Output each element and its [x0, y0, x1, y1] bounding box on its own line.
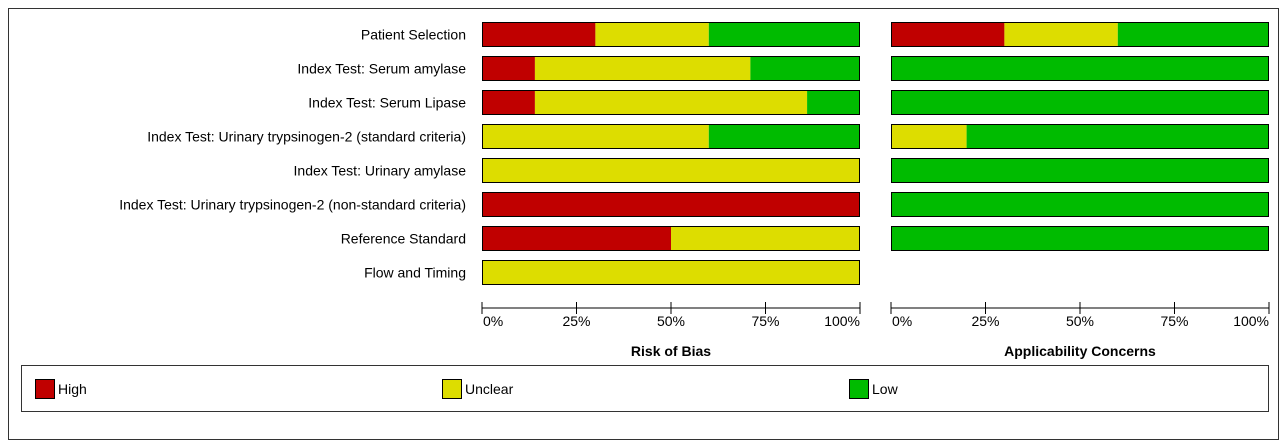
tick-label-risk-of-bias-2: 50% [657, 313, 685, 329]
bar-risk-of-bias-3-unclear [482, 124, 709, 149]
tick-label-applicability-concerns-4: 100% [1233, 313, 1269, 329]
bar-applicability-concerns-5-low [891, 192, 1269, 217]
bar-outline-risk-of-bias-3 [482, 124, 860, 149]
legend-swatch-high [35, 378, 55, 399]
bar-applicability-concerns-0-low [1117, 22, 1269, 47]
legend: High Unclear Low [21, 365, 1269, 412]
category-label-1: Index Test: Serum amylase [297, 61, 466, 77]
bar-risk-of-bias-7-unclear [482, 260, 860, 285]
legend-item-unclear: Unclear [442, 366, 513, 411]
bar-risk-of-bias-1-low [750, 56, 860, 81]
tick-label-risk-of-bias-0: 0% [483, 313, 503, 329]
bar-outline-risk-of-bias-1 [482, 56, 860, 81]
bar-outline-risk-of-bias-4 [482, 158, 860, 183]
bar-outline-risk-of-bias-7 [482, 260, 860, 285]
bar-outline-applicability-concerns-1 [891, 56, 1269, 81]
category-label-5: Index Test: Urinary trypsinogen-2 (non-s… [119, 197, 466, 213]
bar-outline-applicability-concerns-3 [891, 124, 1269, 149]
category-label-7: Flow and Timing [364, 265, 466, 281]
bar-applicability-concerns-1-low [891, 56, 1269, 81]
bar-risk-of-bias-2-high [482, 90, 535, 115]
tick-label-applicability-concerns-2: 50% [1066, 313, 1094, 329]
axis-title-applicability-concerns: Applicability Concerns [1004, 343, 1156, 359]
legend-label-high: High [58, 380, 87, 397]
category-label-6: Reference Standard [341, 231, 466, 247]
tick-label-applicability-concerns-3: 75% [1160, 313, 1188, 329]
bar-risk-of-bias-6-unclear [671, 226, 860, 251]
legend-item-low: Low [849, 366, 898, 411]
bar-applicability-concerns-3-unclear [891, 124, 967, 149]
axis-title-risk-of-bias: Risk of Bias [631, 343, 711, 359]
legend-swatch-unclear [442, 378, 462, 399]
legend-swatch-low [849, 378, 869, 399]
bar-applicability-concerns-2-low [891, 90, 1269, 115]
bar-risk-of-bias-6-high [482, 226, 671, 251]
category-label-2: Index Test: Serum Lipase [308, 95, 466, 111]
tick-label-applicability-concerns-0: 0% [892, 313, 912, 329]
bar-outline-applicability-concerns-4 [891, 158, 1269, 183]
bar-applicability-concerns-0-high [891, 22, 1005, 47]
legend-label-low: Low [872, 380, 898, 397]
bar-risk-of-bias-2-unclear [534, 90, 808, 115]
category-label-4: Index Test: Urinary amylase [294, 163, 467, 179]
tick-label-risk-of-bias-1: 25% [562, 313, 590, 329]
legend-label-unclear: Unclear [465, 380, 514, 397]
bar-outline-applicability-concerns-2 [891, 90, 1269, 115]
tick-label-risk-of-bias-3: 75% [751, 313, 779, 329]
bar-outline-risk-of-bias-5 [482, 192, 860, 217]
bar-risk-of-bias-0-unclear [595, 22, 709, 47]
bar-outline-risk-of-bias-0 [482, 22, 860, 47]
bar-risk-of-bias-5-high [482, 192, 860, 217]
bar-outline-risk-of-bias-2 [482, 90, 860, 115]
tick-label-risk-of-bias-4: 100% [824, 313, 860, 329]
bar-risk-of-bias-1-high [482, 56, 535, 81]
bar-outline-risk-of-bias-6 [482, 226, 860, 251]
bar-applicability-concerns-0-unclear [1004, 22, 1118, 47]
legend-item-high: High [35, 366, 87, 411]
tick-label-applicability-concerns-1: 25% [971, 313, 999, 329]
bar-outline-applicability-concerns-0 [891, 22, 1269, 47]
bar-risk-of-bias-4-unclear [482, 158, 860, 183]
category-label-0: Patient Selection [361, 27, 466, 43]
bar-applicability-concerns-4-low [891, 158, 1269, 183]
bar-risk-of-bias-3-low [708, 124, 860, 149]
bar-risk-of-bias-2-low [807, 90, 860, 115]
bar-outline-applicability-concerns-5 [891, 192, 1269, 217]
bar-risk-of-bias-1-unclear [534, 56, 751, 81]
bar-applicability-concerns-3-low [966, 124, 1269, 149]
bar-applicability-concerns-6-low [891, 226, 1269, 251]
bar-risk-of-bias-0-high [482, 22, 596, 47]
bar-outline-applicability-concerns-6 [891, 226, 1269, 251]
bar-risk-of-bias-0-low [708, 22, 860, 47]
category-label-3: Index Test: Urinary trypsinogen-2 (stand… [147, 129, 466, 145]
